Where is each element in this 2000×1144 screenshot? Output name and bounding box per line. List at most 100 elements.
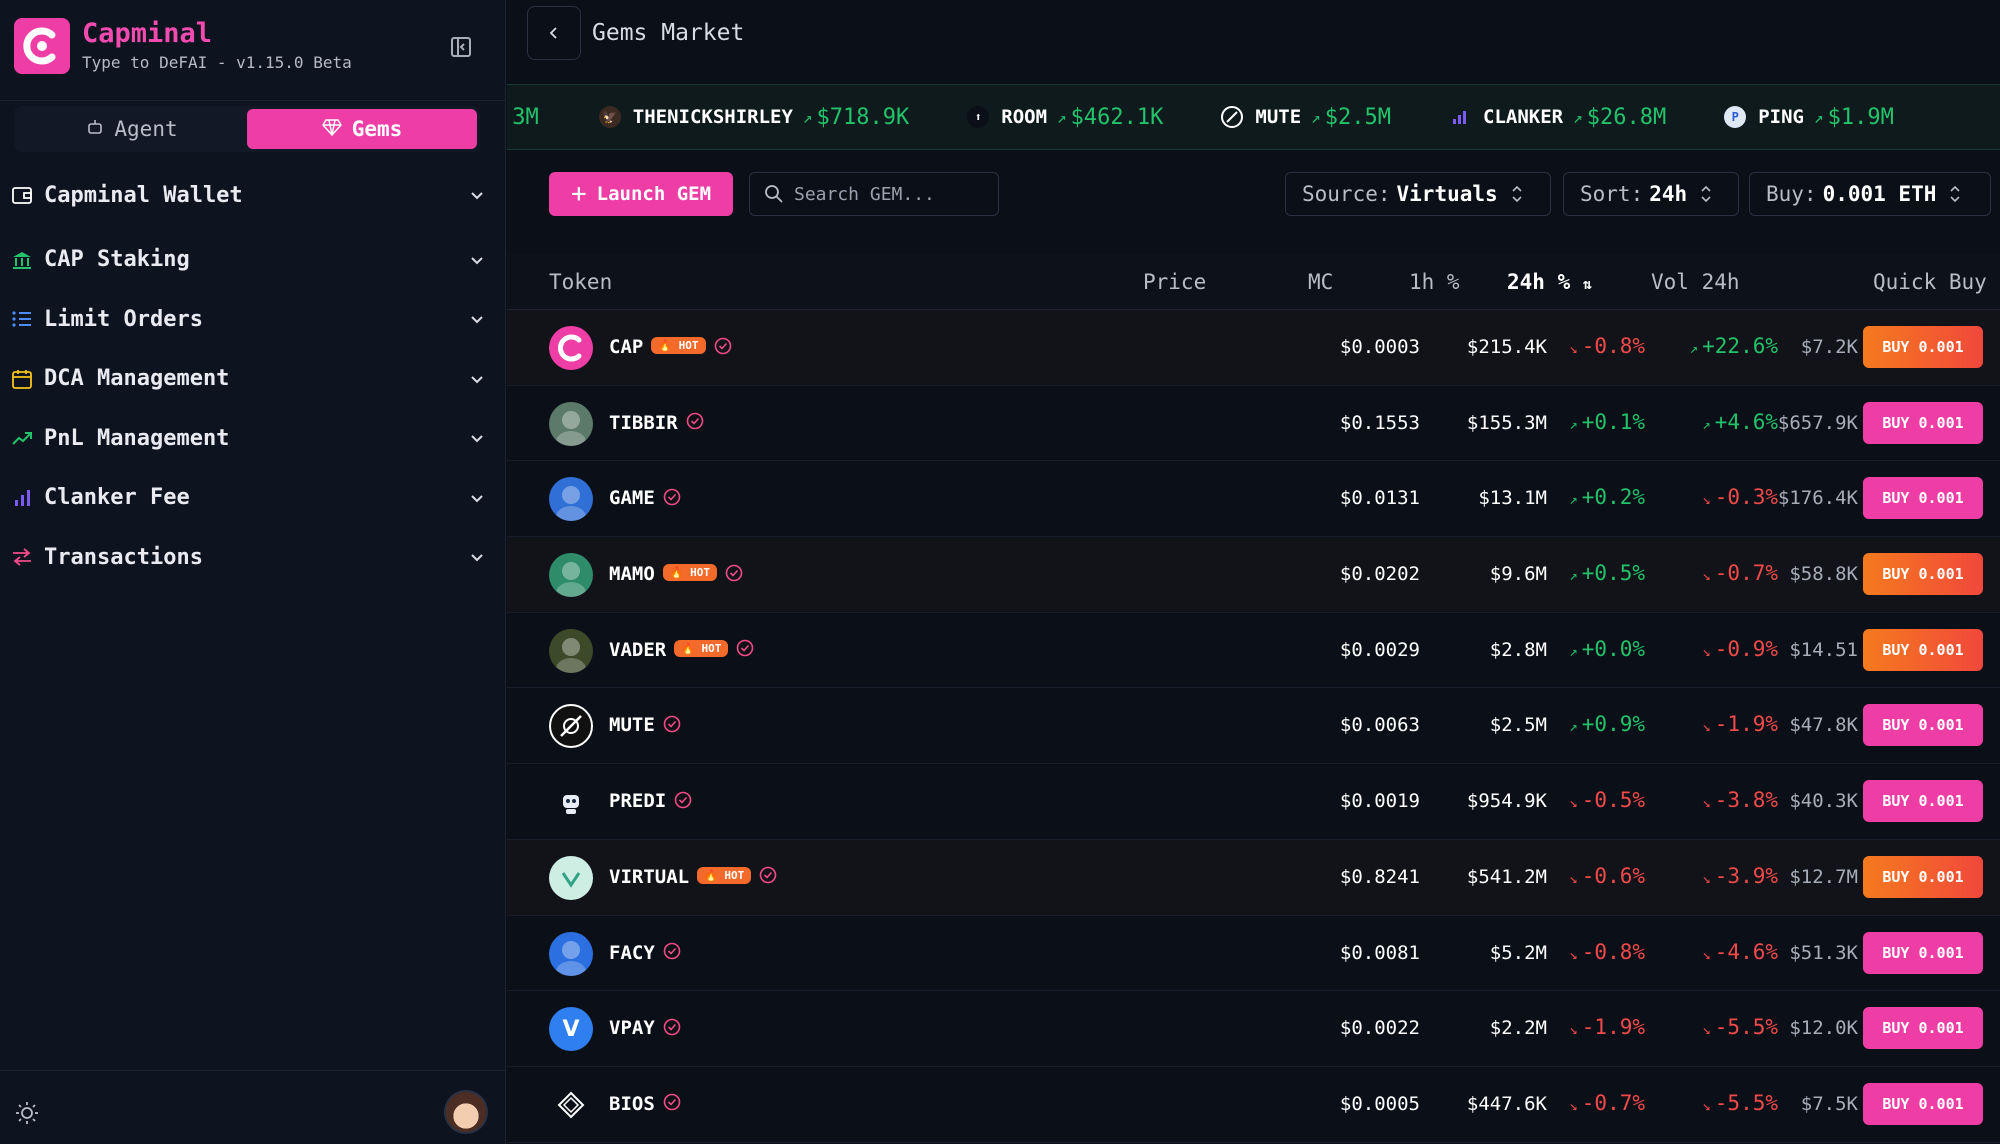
trend-up-icon: ↗ xyxy=(1057,107,1067,127)
hot-badge: 🔥 HOT xyxy=(674,639,729,657)
launch-gem-button[interactable]: + Launch GEM xyxy=(549,172,733,216)
sidebar-item-transactions[interactable]: Transactions xyxy=(0,528,506,588)
sidebar-item-limit-orders[interactable]: Limit Orders xyxy=(0,290,506,350)
source-select[interactable]: Source: Virtuals xyxy=(1285,172,1551,216)
token-name[interactable]: MUTE xyxy=(609,714,681,736)
ticker-item[interactable]: ⬆ ROOM ↗ $462.1K xyxy=(967,105,1163,130)
table-row[interactable]: VIRTUAL 🔥 HOT $0.8241 $541.2M ↘ -0.6% ↘ -3.9% $1… xyxy=(507,839,2000,916)
header-24h-label: 24h % xyxy=(1507,270,1571,294)
app-subtitle: Type to DeFAI - v1.15.0 Beta xyxy=(82,53,352,72)
table-row[interactable]: VADER 🔥 HOT $0.0029 $2.8M ↗ +0.0% ↘ -0.9% $14.51… xyxy=(507,613,2000,689)
wallet-icon xyxy=(10,183,34,207)
sidebar-item-pnl-management[interactable]: PnL Management xyxy=(0,409,506,469)
theme-toggle-sun-icon[interactable] xyxy=(14,1100,40,1126)
ticker-name: CLANKER xyxy=(1483,106,1564,128)
table-row[interactable]: TIBBIR $0.1553 $155.3M ↗ +0.1% ↗ +4.6% $657.9K B… xyxy=(507,386,2000,462)
quick-buy-button[interactable]: BUY 0.001 xyxy=(1863,780,1983,823)
back-button[interactable] xyxy=(527,6,581,60)
trend-down-icon: ↘ xyxy=(1702,568,1711,585)
token-name[interactable]: VPAY xyxy=(609,1017,681,1039)
trend-down-icon: ↘ xyxy=(1702,795,1711,812)
virtual-token-icon xyxy=(549,855,593,900)
quick-buy-button[interactable]: BUY 0.001 xyxy=(1863,855,1983,898)
mc-cell: $13.1M xyxy=(1478,487,1547,510)
header-1h[interactable]: 1h % xyxy=(1409,270,1460,294)
capminal-logo-icon xyxy=(14,18,70,74)
token-name[interactable]: BIOS xyxy=(609,1093,681,1115)
token-name[interactable]: VADER 🔥 HOT xyxy=(609,639,754,661)
sidebar-item-cap-staking[interactable]: CAP Staking xyxy=(0,230,506,290)
quick-buy-button[interactable]: BUY 0.001 xyxy=(1863,401,1983,444)
header-price[interactable]: Price xyxy=(1143,270,1207,294)
quick-buy-button[interactable]: BUY 0.001 xyxy=(1863,477,1983,520)
change-24h-cell: ↘ -3.9% xyxy=(1702,864,1778,888)
chevron-down-icon xyxy=(471,554,483,562)
table-row[interactable]: FACY $0.0081 $5.2M ↘ -0.8% ↘ -4.6% $51.3K BUY 0.… xyxy=(507,916,2000,992)
volume-cell: $58.8K xyxy=(1789,563,1858,586)
quick-buy-button[interactable]: BUY 0.001 xyxy=(1863,931,1983,974)
header-mc[interactable]: MC xyxy=(1308,270,1334,294)
quick-buy-button[interactable]: BUY 0.001 xyxy=(1863,1082,1983,1125)
ticker-name: MUTE xyxy=(1255,106,1302,128)
ticker-item[interactable]: CLANKER ↗ $26.8M xyxy=(1449,105,1666,130)
price-cell: $0.0005 xyxy=(1339,1092,1420,1115)
token-name-text: FACY xyxy=(609,941,655,964)
page-title: Gems Market xyxy=(592,20,745,46)
table-row[interactable]: MUTE $0.0063 $2.5M ↗ +0.9% ↘ -1.9% $47.8K BUY 0.… xyxy=(507,688,2000,765)
search-icon xyxy=(765,185,783,203)
change-24h-cell: ↘ -0.3% xyxy=(1702,485,1778,509)
ticker-name: PING xyxy=(1758,106,1804,128)
agent-tab[interactable]: Agent xyxy=(17,109,247,149)
bar-chart-icon xyxy=(10,486,34,510)
token-name[interactable]: VIRTUAL 🔥 HOT xyxy=(609,866,777,888)
search-input[interactable] xyxy=(794,183,974,205)
table-row[interactable]: PREDI $0.0019 $954.9K ↘ -0.5% ↘ -3.8% $40.3K BUY… xyxy=(507,764,2000,840)
change-24h-cell: ↘ -4.6% xyxy=(1702,940,1778,964)
ticker-item[interactable]: MUTE ↗ $2.5M xyxy=(1221,105,1391,130)
header-24h[interactable]: 24h % ⇅ xyxy=(1507,270,1592,294)
quick-buy-button[interactable]: BUY 0.001 xyxy=(1863,553,1983,596)
sort-select[interactable]: Sort: 24h xyxy=(1563,172,1739,216)
token-name[interactable]: MAMO 🔥 HOT xyxy=(609,563,743,585)
ticker-item[interactable]: 🦅 THENICKSHIRLEY ↗ $718.9K xyxy=(598,104,910,130)
table-row[interactable]: V VPAY $0.0022 $2.2M ↘ -1.9% ↘ -5.5% $12.0K BUY 0… xyxy=(507,991,2000,1067)
table-row[interactable]: MAMO 🔥 HOT $0.0202 $9.6M ↗ +0.5% ↘ -0.7% $58.8K B… xyxy=(507,537,2000,613)
change-1h-value: -0.6% xyxy=(1581,863,1645,888)
change-1h-value: -0.8% xyxy=(1581,939,1645,964)
table-row[interactable]: GAME $0.0131 $13.1M ↗ +0.2% ↘ -0.3% $176.4K BUY … xyxy=(507,461,2000,538)
verified-icon xyxy=(663,715,681,733)
quick-buy-button[interactable]: BUY 0.001 xyxy=(1863,1007,1983,1050)
sidebar-item-capminal-wallet[interactable]: Capminal Wallet xyxy=(0,160,506,230)
quick-buy-button[interactable]: BUY 0.001 xyxy=(1863,326,1983,368)
token-name[interactable]: PREDI xyxy=(609,790,692,812)
trend-up-icon: ↗ xyxy=(1569,568,1578,585)
verified-icon xyxy=(663,1018,681,1036)
token-name-text: VIRTUAL xyxy=(609,865,690,888)
change-24h-cell: ↘ -3.8% xyxy=(1702,788,1778,812)
sidebar-item-dca-management[interactable]: DCA Management xyxy=(0,349,506,409)
token-name[interactable]: GAME xyxy=(609,487,681,509)
header-vol[interactable]: Vol 24h xyxy=(1651,270,1740,294)
quick-buy-button[interactable]: BUY 0.001 xyxy=(1863,704,1983,747)
ticker-item[interactable]: P PING ↗ $1.9M xyxy=(1724,105,1894,130)
change-1h-value: +0.1% xyxy=(1581,409,1645,434)
volume-cell: $7.2K xyxy=(1800,336,1858,358)
sidebar-item-clanker-fee[interactable]: Clanker Fee xyxy=(0,468,506,528)
token-name[interactable]: TIBBIR xyxy=(609,412,704,434)
table-row[interactable]: CAP 🔥 HOT $0.0003 $215.4K ↘ -0.8% ↗ +22.6% $7.2K… xyxy=(507,310,2000,386)
table-row[interactable]: BIOS $0.0005 $447.6K ↘ -0.7% ↘ -5.5% $7.5K BUY 0… xyxy=(507,1067,2000,1143)
source-select-value: Virtuals xyxy=(1396,182,1498,206)
tibbir-token-icon xyxy=(549,401,593,446)
sidebar-collapse-icon[interactable] xyxy=(448,34,474,60)
volume-cell: $7.5K xyxy=(1800,1092,1858,1115)
token-name[interactable]: FACY xyxy=(609,942,681,964)
change-24h-value: -0.3% xyxy=(1714,485,1778,510)
cap-token-icon xyxy=(549,326,593,370)
quick-buy-button[interactable]: BUY 0.001 xyxy=(1863,628,1983,671)
ticker-value: $718.9K xyxy=(816,104,910,130)
gems-tab[interactable]: Gems xyxy=(247,109,477,149)
token-name[interactable]: CAP 🔥 HOT xyxy=(609,336,732,358)
avatar[interactable] xyxy=(444,1090,488,1134)
buy-amount-select[interactable]: Buy: 0.001 ETH xyxy=(1749,172,1991,216)
sidebar-item-label: Clanker Fee xyxy=(44,485,190,511)
